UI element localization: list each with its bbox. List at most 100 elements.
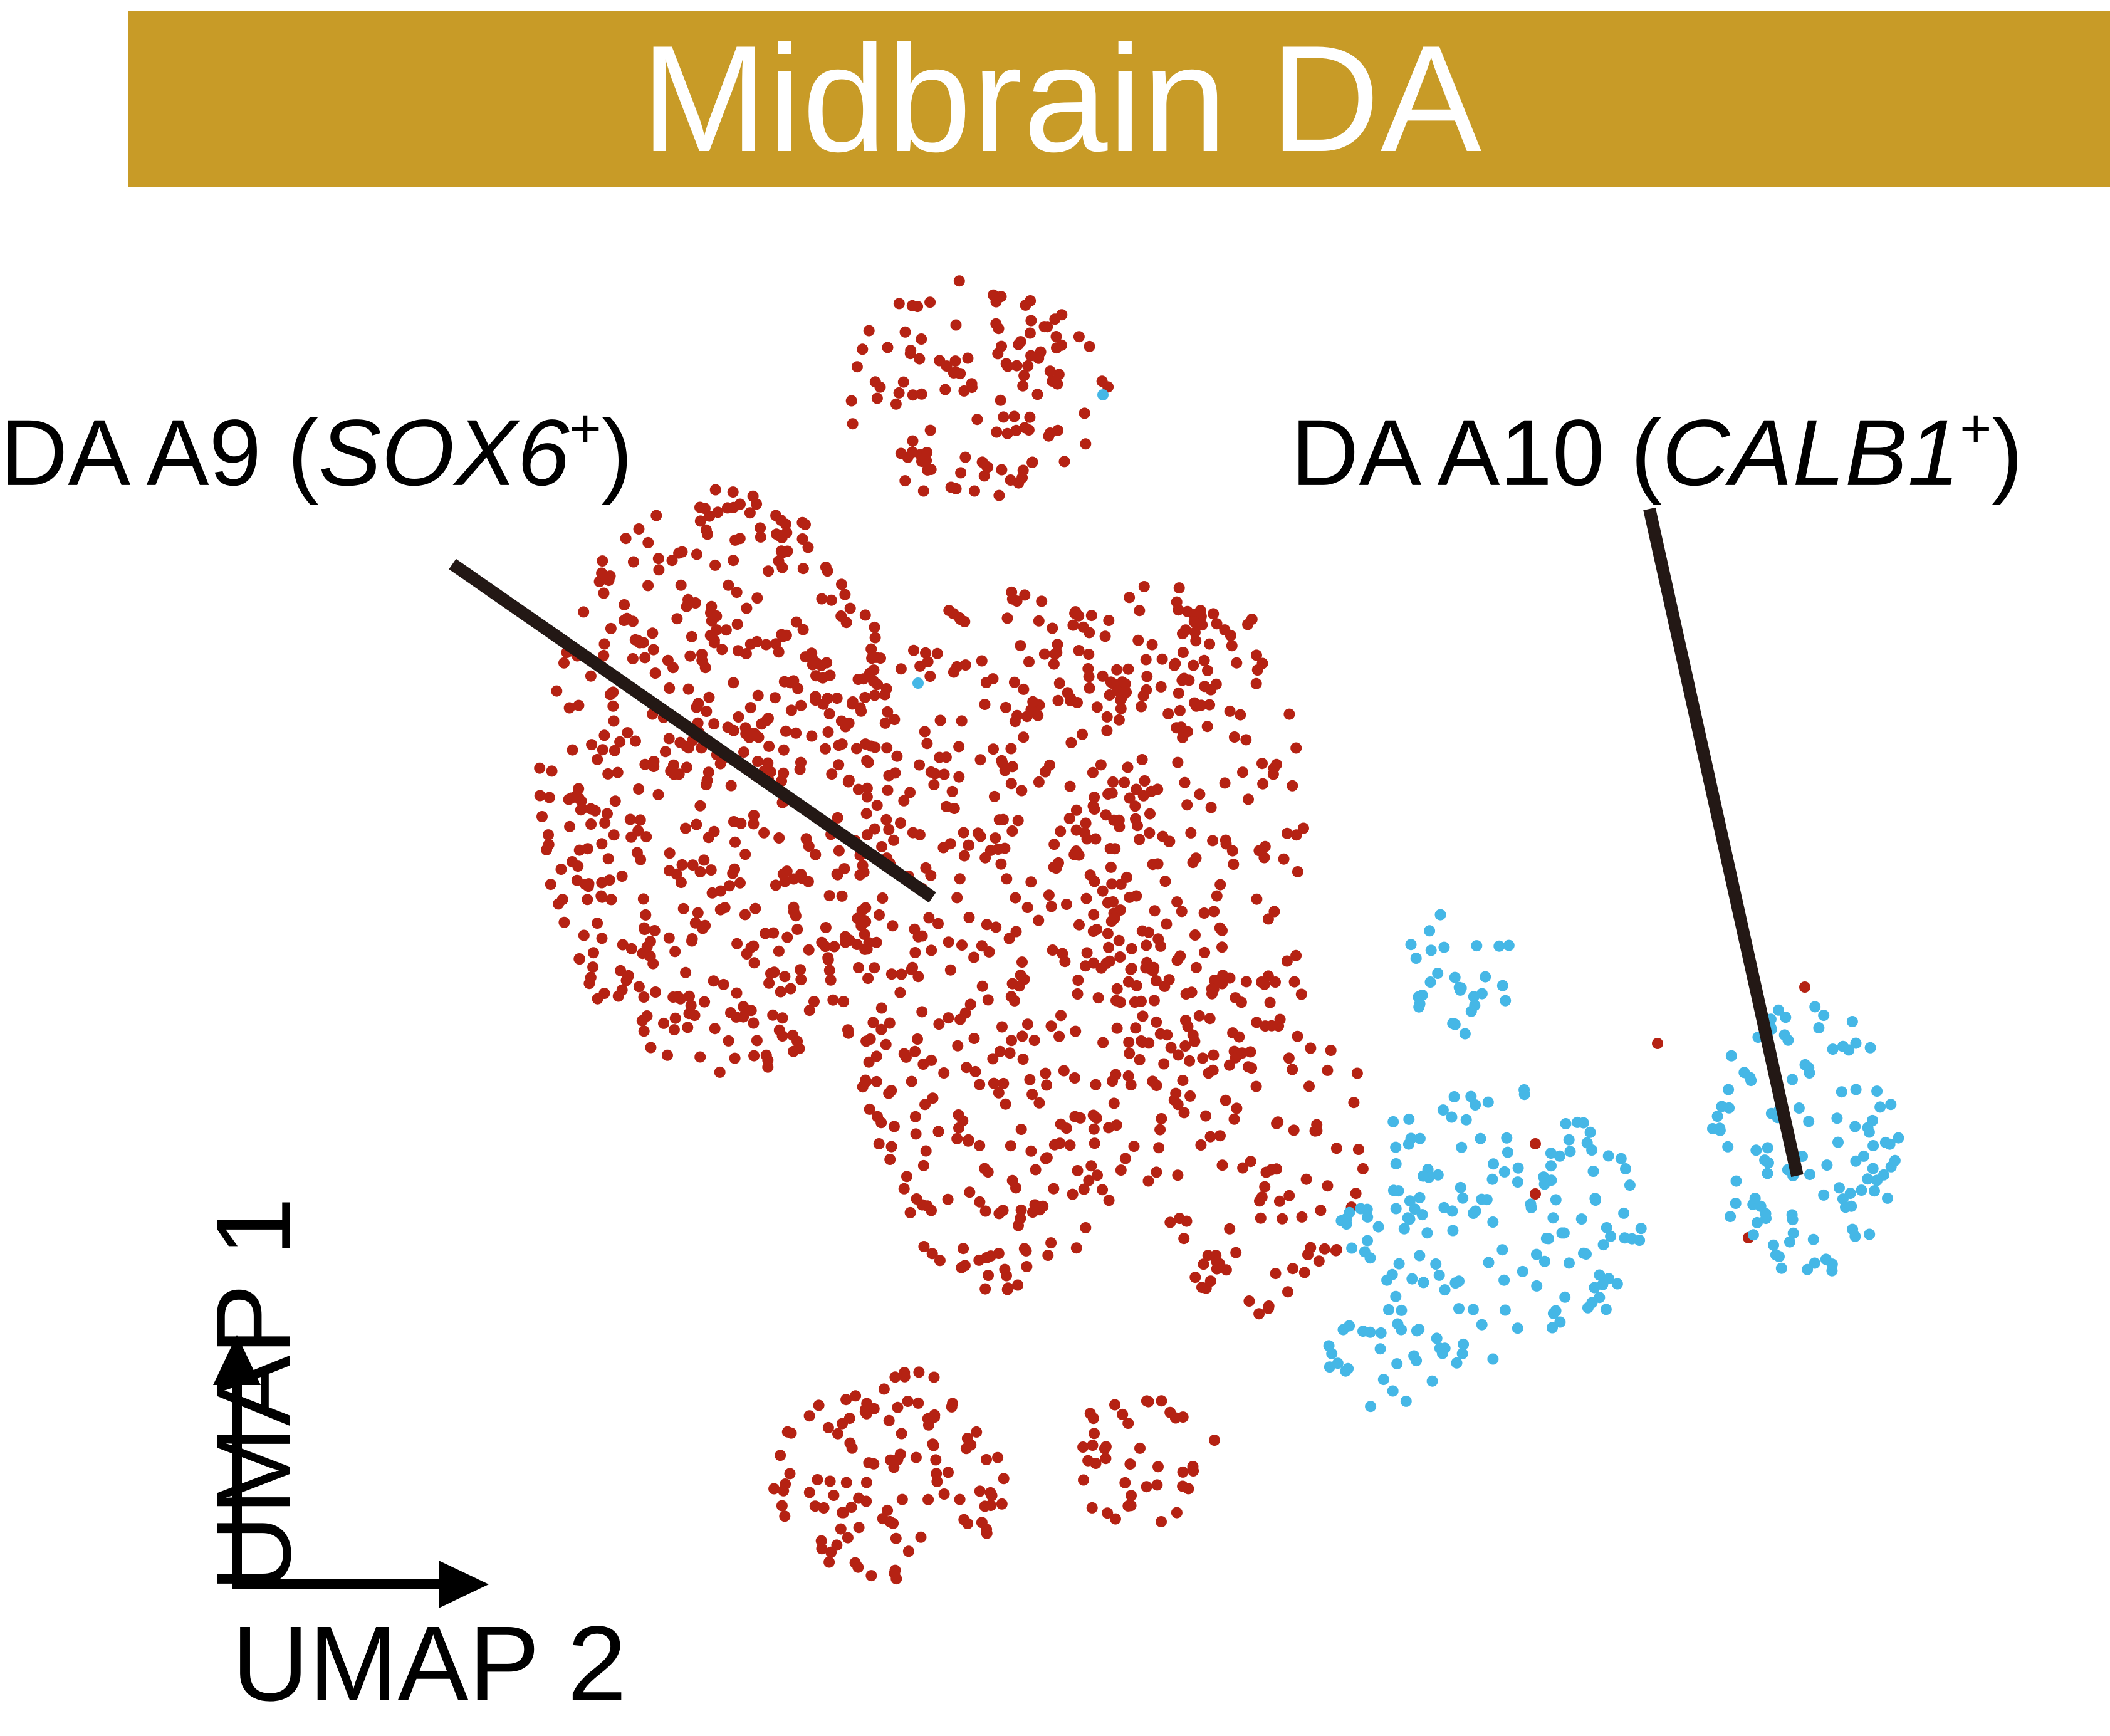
data-point (1265, 1164, 1277, 1176)
data-point (1512, 1162, 1524, 1174)
data-point (1015, 1124, 1027, 1136)
data-point (555, 864, 567, 876)
data-point (1867, 1140, 1879, 1151)
data-point (675, 579, 687, 591)
data-point (708, 975, 719, 987)
data-point (617, 939, 629, 951)
data-point (844, 602, 856, 614)
data-point (637, 893, 649, 905)
data-point (1110, 1069, 1122, 1080)
data-point (558, 916, 570, 928)
data-point (803, 1487, 815, 1498)
data-point (1251, 649, 1262, 661)
data-point (961, 1062, 973, 1074)
data-point (861, 1398, 873, 1409)
data-point (1864, 1042, 1876, 1054)
data-point (1097, 670, 1109, 682)
data-point (1053, 857, 1064, 869)
data-point (1372, 1221, 1384, 1233)
data-point (1195, 699, 1207, 711)
data-point (1223, 1059, 1235, 1071)
data-point (902, 1396, 914, 1407)
data-point (863, 325, 875, 337)
data-point (1088, 957, 1099, 969)
data-point (1190, 852, 1202, 864)
data-point (1475, 1132, 1486, 1144)
data-point (1867, 1163, 1879, 1174)
data-point (1117, 1408, 1129, 1420)
data-point (776, 1500, 788, 1512)
data-point (820, 922, 832, 933)
data-point (771, 528, 783, 540)
data-point (1251, 1017, 1263, 1028)
data-point (846, 1442, 858, 1454)
data-point (916, 388, 927, 400)
data-point (1177, 1466, 1189, 1478)
data-point (779, 971, 791, 983)
data-point (864, 1103, 875, 1115)
data-point (859, 914, 870, 926)
data-point (951, 892, 963, 904)
data-point (922, 656, 934, 667)
data-point (1072, 988, 1084, 1000)
data-point (585, 670, 597, 682)
data-point (1476, 988, 1488, 1000)
data-point (917, 1159, 929, 1171)
data-point (823, 1556, 835, 1568)
data-point (1885, 1099, 1897, 1111)
data-point (920, 1145, 932, 1157)
data-point (671, 613, 683, 625)
data-point (1010, 424, 1022, 436)
data-point (1448, 1091, 1460, 1102)
data-point (740, 648, 752, 659)
data-point (1381, 1274, 1393, 1286)
data-point (860, 738, 871, 750)
data-point (810, 849, 822, 860)
data-point (1147, 1075, 1159, 1087)
data-point (598, 587, 610, 599)
data-point (901, 1051, 912, 1063)
data-point (1434, 909, 1446, 921)
data-point (1189, 627, 1201, 639)
data-point (985, 1500, 996, 1512)
data-point (1101, 711, 1113, 723)
data-point (953, 741, 965, 753)
data-point (1124, 592, 1136, 604)
data-point (1050, 331, 1062, 342)
data-point (1278, 853, 1290, 865)
data-point (1780, 1012, 1792, 1023)
data-point (981, 1454, 992, 1465)
data-point (1078, 1474, 1089, 1486)
data-point (1426, 1375, 1438, 1387)
data-point (734, 498, 746, 510)
data-point (875, 1117, 887, 1129)
data-point (1449, 971, 1461, 983)
data-point (902, 1545, 914, 1557)
data-point (1103, 941, 1114, 953)
data-point (1130, 1022, 1142, 1034)
data-point (966, 382, 978, 394)
data-point (953, 1109, 964, 1121)
data-point (1502, 1146, 1513, 1158)
data-point (1156, 1113, 1167, 1124)
data-point (1089, 1428, 1100, 1440)
data-point (1048, 839, 1060, 850)
data-point (607, 700, 619, 712)
data-point (988, 1077, 1000, 1089)
data-point (641, 1010, 653, 1022)
data-point (597, 891, 608, 903)
data-point (1545, 1160, 1557, 1172)
data-point (790, 727, 802, 739)
data-point (608, 715, 620, 727)
data-point (1458, 1338, 1470, 1350)
data-point (1155, 940, 1167, 952)
data-point (962, 352, 974, 364)
data-point (1002, 1282, 1014, 1294)
data-point (573, 699, 585, 711)
data-point (861, 782, 873, 794)
data-point (1564, 1146, 1576, 1158)
data-point (974, 1196, 986, 1208)
data-point (887, 920, 899, 932)
data-point (1173, 1049, 1184, 1061)
